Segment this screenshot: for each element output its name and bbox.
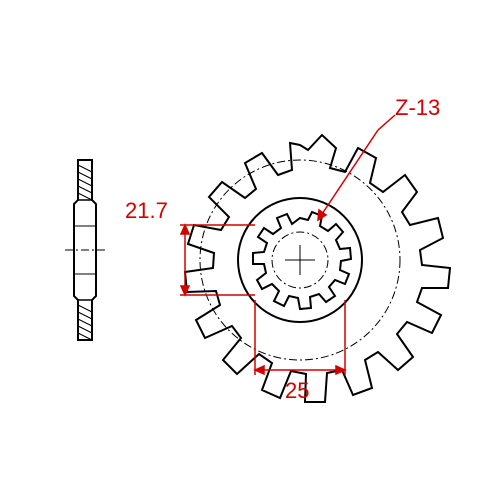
side-view (65, 160, 105, 340)
technical-drawing (0, 0, 500, 500)
dimension-width-label: 25 (285, 378, 309, 404)
front-view (185, 135, 450, 402)
tooth-ref-label: Z-13 (395, 95, 440, 121)
dimension-lines (180, 115, 395, 375)
dimension-height-label: 21.7 (125, 198, 168, 224)
